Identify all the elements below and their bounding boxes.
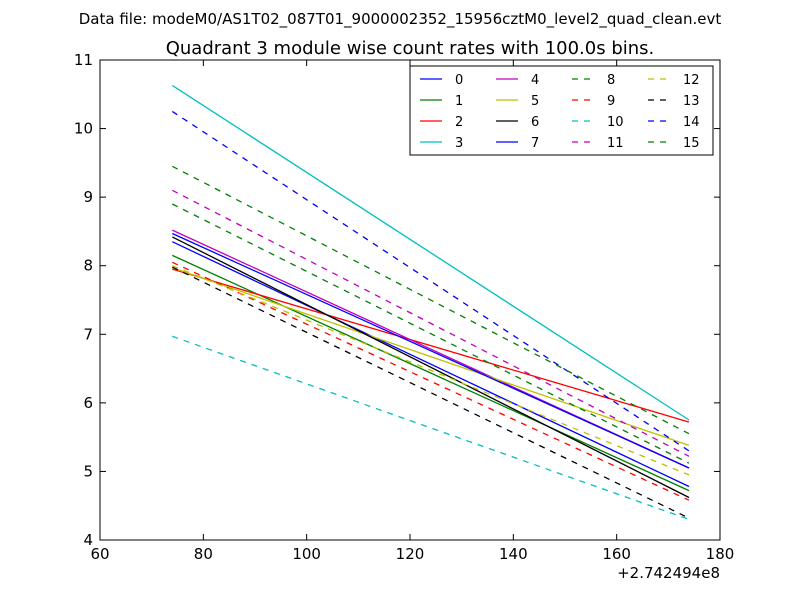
x-offset-label: +2.742494e8 — [617, 564, 720, 582]
series-line-12 — [172, 265, 690, 476]
series-line-15 — [172, 165, 690, 435]
plot-area: 60 80 100 120 140 160 180456789101101234567891… — [74, 51, 734, 563]
series-line-5 — [172, 267, 690, 447]
x-tick-label: 80 — [194, 545, 213, 563]
legend-label-15: 15 — [683, 136, 700, 151]
legend-label-12: 12 — [683, 73, 700, 88]
series-line-3 — [171, 84, 690, 421]
y-tick-label: 5 — [83, 462, 93, 480]
series-line-2 — [172, 268, 690, 423]
legend-label-4: 4 — [531, 73, 539, 88]
series-line-8 — [172, 203, 690, 464]
series-line-6 — [172, 236, 690, 499]
legend-label-11: 11 — [607, 136, 624, 151]
legend-label-10: 10 — [607, 115, 624, 130]
legend-label-8: 8 — [607, 73, 615, 88]
y-tick-label: 11 — [74, 51, 93, 69]
series-line-10 — [172, 335, 690, 521]
legend-label-13: 13 — [683, 94, 700, 109]
series-line-13 — [172, 266, 690, 519]
y-tick-label: 6 — [83, 394, 93, 412]
series-line-1 — [172, 254, 690, 492]
legend-label-0: 0 — [455, 73, 463, 88]
x-tick-label: 140 — [499, 545, 528, 563]
legend-label-9: 9 — [607, 94, 615, 109]
legend-label-14: 14 — [683, 115, 700, 130]
x-tick-label: 120 — [396, 545, 425, 563]
chart-suptitle: Data file: modeM0/AS1T02_087T01_90000023… — [79, 10, 722, 29]
legend-label-3: 3 — [455, 136, 463, 151]
y-tick-label: 4 — [83, 531, 93, 549]
y-tick-label: 8 — [83, 257, 93, 275]
series-line-7 — [172, 232, 690, 469]
x-tick-label: 100 — [292, 545, 321, 563]
x-tick-label: 60 — [90, 545, 109, 563]
legend-label-7: 7 — [531, 136, 539, 151]
y-tick-label: 10 — [74, 120, 93, 138]
legend-label-1: 1 — [455, 94, 463, 109]
series-line-14 — [171, 110, 690, 452]
x-tick-label: 180 — [706, 545, 735, 563]
series-line-11 — [172, 189, 690, 457]
y-tick-label: 9 — [83, 188, 93, 206]
legend-label-2: 2 — [455, 115, 463, 130]
series-line-0 — [172, 241, 690, 488]
y-tick-label: 7 — [83, 325, 93, 343]
legend-label-5: 5 — [531, 94, 539, 109]
legend-box — [409, 65, 714, 156]
x-tick-label: 160 — [602, 545, 631, 563]
chart-title: Quadrant 3 module wise count rates with … — [166, 38, 655, 59]
series-line-9 — [172, 261, 690, 501]
legend-label-6: 6 — [531, 115, 539, 130]
